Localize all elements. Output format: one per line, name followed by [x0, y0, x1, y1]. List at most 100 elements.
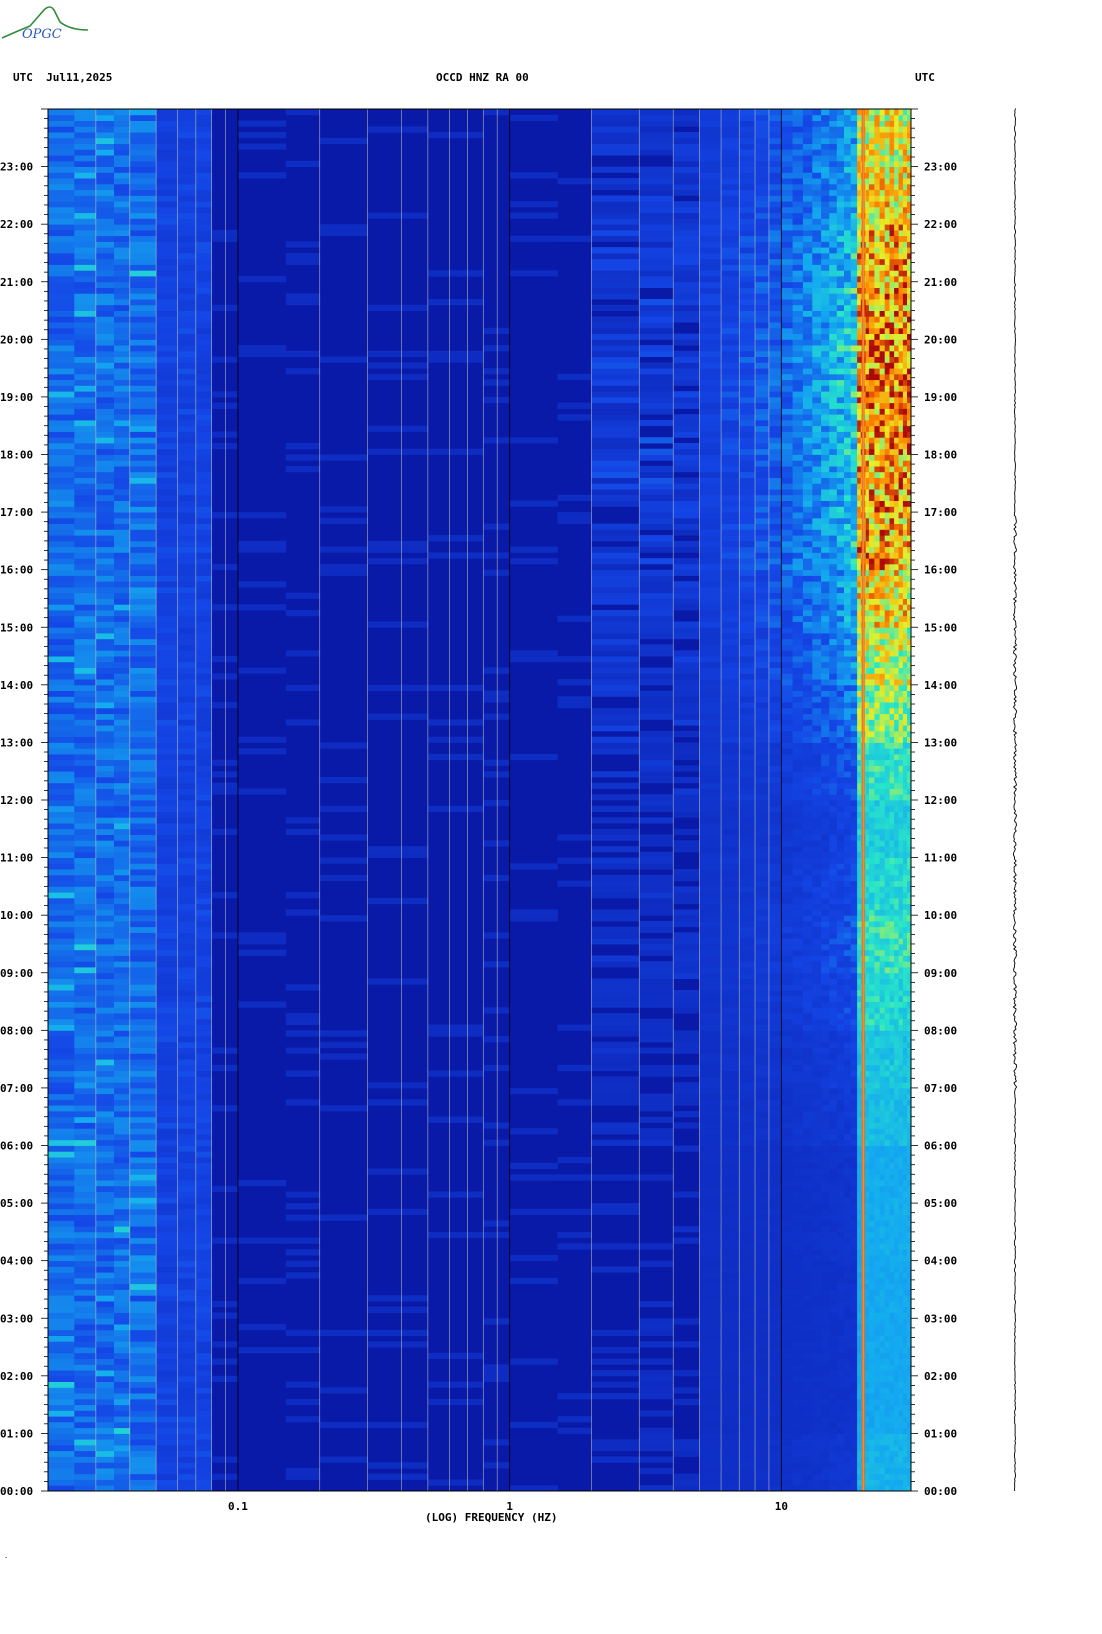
heatmap-cell	[844, 949, 852, 956]
heatmap-cell	[894, 1416, 900, 1423]
heatmap-cell	[902, 1301, 908, 1308]
heatmap-cell	[639, 920, 674, 928]
heatmap-cell	[699, 1387, 722, 1394]
heatmap-cell	[802, 742, 813, 749]
heatmap-cell	[857, 926, 862, 933]
heatmap-cell	[879, 1018, 886, 1025]
heatmap-cell	[865, 1226, 870, 1233]
heatmap-cell	[74, 1347, 97, 1354]
heatmap-cell	[211, 1185, 239, 1192]
heatmap-cell	[156, 1082, 179, 1089]
heatmap-cell	[156, 1145, 179, 1152]
heatmap-cell	[868, 967, 875, 974]
heatmap-cell	[48, 719, 75, 726]
heatmap-cell	[74, 967, 97, 974]
heatmap-cell	[898, 1456, 904, 1463]
heatmap-cell	[821, 1013, 830, 1020]
heatmap-cell	[802, 1370, 813, 1377]
heatmap-cell	[821, 1041, 830, 1048]
heatmap-cell	[902, 1358, 908, 1365]
heatmap-cell	[802, 967, 813, 974]
heatmap-cell	[836, 1306, 845, 1313]
heatmap-cell	[768, 1047, 782, 1054]
heatmap-cell	[821, 1116, 830, 1123]
heatmap-cell	[902, 736, 908, 743]
heatmap-cell	[829, 1462, 838, 1469]
heatmap-cell	[898, 915, 904, 922]
heatmap-cell	[755, 1324, 770, 1331]
heatmap-cell	[95, 1174, 115, 1181]
heatmap-cell	[844, 834, 852, 841]
heatmap-cell	[639, 1030, 674, 1037]
heatmap-cell	[74, 1352, 97, 1359]
heatmap-cell	[699, 851, 722, 858]
heatmap-cell	[427, 753, 484, 761]
heatmap-cell	[857, 1122, 862, 1129]
heatmap-cell	[884, 995, 890, 1002]
heatmap-cell	[844, 1041, 852, 1048]
heatmap-cell	[829, 1318, 838, 1325]
heatmap-cell	[850, 926, 858, 933]
heatmap-cell	[894, 1087, 900, 1095]
heatmap-cell	[898, 851, 904, 858]
heatmap-cell	[699, 1444, 722, 1452]
heatmap-cell	[894, 920, 900, 928]
heatmap-cell	[114, 1485, 131, 1492]
heatmap-cell	[802, 1243, 813, 1250]
heatmap-cell	[177, 1157, 197, 1164]
heatmap-cell	[48, 805, 75, 812]
heatmap-cell	[483, 800, 511, 807]
heatmap-cell	[129, 1087, 157, 1095]
heatmap-cell	[802, 1289, 813, 1296]
heatmap-cell	[879, 1047, 886, 1054]
heatmap-cell	[850, 938, 858, 945]
heatmap-cell	[177, 1197, 197, 1204]
heatmap-cell	[114, 1283, 131, 1290]
heatmap-cell	[739, 1024, 756, 1031]
heatmap-cell	[129, 1283, 157, 1290]
heatmap-cell	[829, 1208, 838, 1215]
heatmap-cell	[829, 1381, 838, 1388]
heatmap-cell	[898, 978, 904, 985]
heatmap-cell	[509, 1087, 558, 1095]
heatmap-cell	[865, 1059, 870, 1066]
heatmap-cell	[802, 1070, 813, 1077]
heatmap-cell	[907, 719, 912, 726]
heatmap-cell	[739, 1312, 756, 1319]
heatmap-cell	[865, 1116, 870, 1123]
heatmap-cell	[889, 1243, 895, 1250]
heatmap-cell	[95, 1151, 115, 1158]
heatmap-cell	[591, 926, 640, 933]
heatmap-cell	[739, 1174, 756, 1181]
heatmap-cell	[781, 713, 794, 720]
heatmap-cell	[557, 880, 592, 887]
heatmap-cell	[781, 782, 794, 789]
heatmap-cell	[74, 1450, 97, 1457]
heatmap-cell	[907, 863, 912, 870]
heatmap-cell	[829, 1041, 838, 1048]
heatmap-cell	[768, 823, 782, 830]
heatmap-cell	[156, 1485, 179, 1492]
heatmap-cell	[821, 1174, 830, 1181]
heatmap-cell	[721, 834, 740, 841]
heatmap-cell	[879, 1191, 886, 1198]
heatmap-cell	[857, 811, 862, 818]
heatmap-cell	[844, 730, 852, 738]
heatmap-cell	[829, 949, 838, 956]
heatmap-cell	[177, 834, 197, 841]
heatmap-cell	[821, 1036, 830, 1043]
heatmap-cell	[907, 978, 912, 985]
heatmap-cell	[755, 730, 770, 738]
heatmap-cell	[850, 1479, 858, 1486]
heatmap-cell	[114, 1076, 131, 1083]
heatmap-cell	[699, 1450, 722, 1457]
heatmap-cell	[821, 840, 830, 847]
heatmap-cell	[195, 1421, 213, 1429]
heatmap-cell	[699, 1301, 722, 1308]
heatmap-cell	[739, 1111, 756, 1118]
heatmap-cell	[177, 1070, 197, 1077]
heatmap-cell	[844, 840, 852, 847]
heatmap-cell	[177, 874, 197, 882]
heatmap-cell	[768, 811, 782, 818]
heatmap-cell	[889, 1116, 895, 1123]
